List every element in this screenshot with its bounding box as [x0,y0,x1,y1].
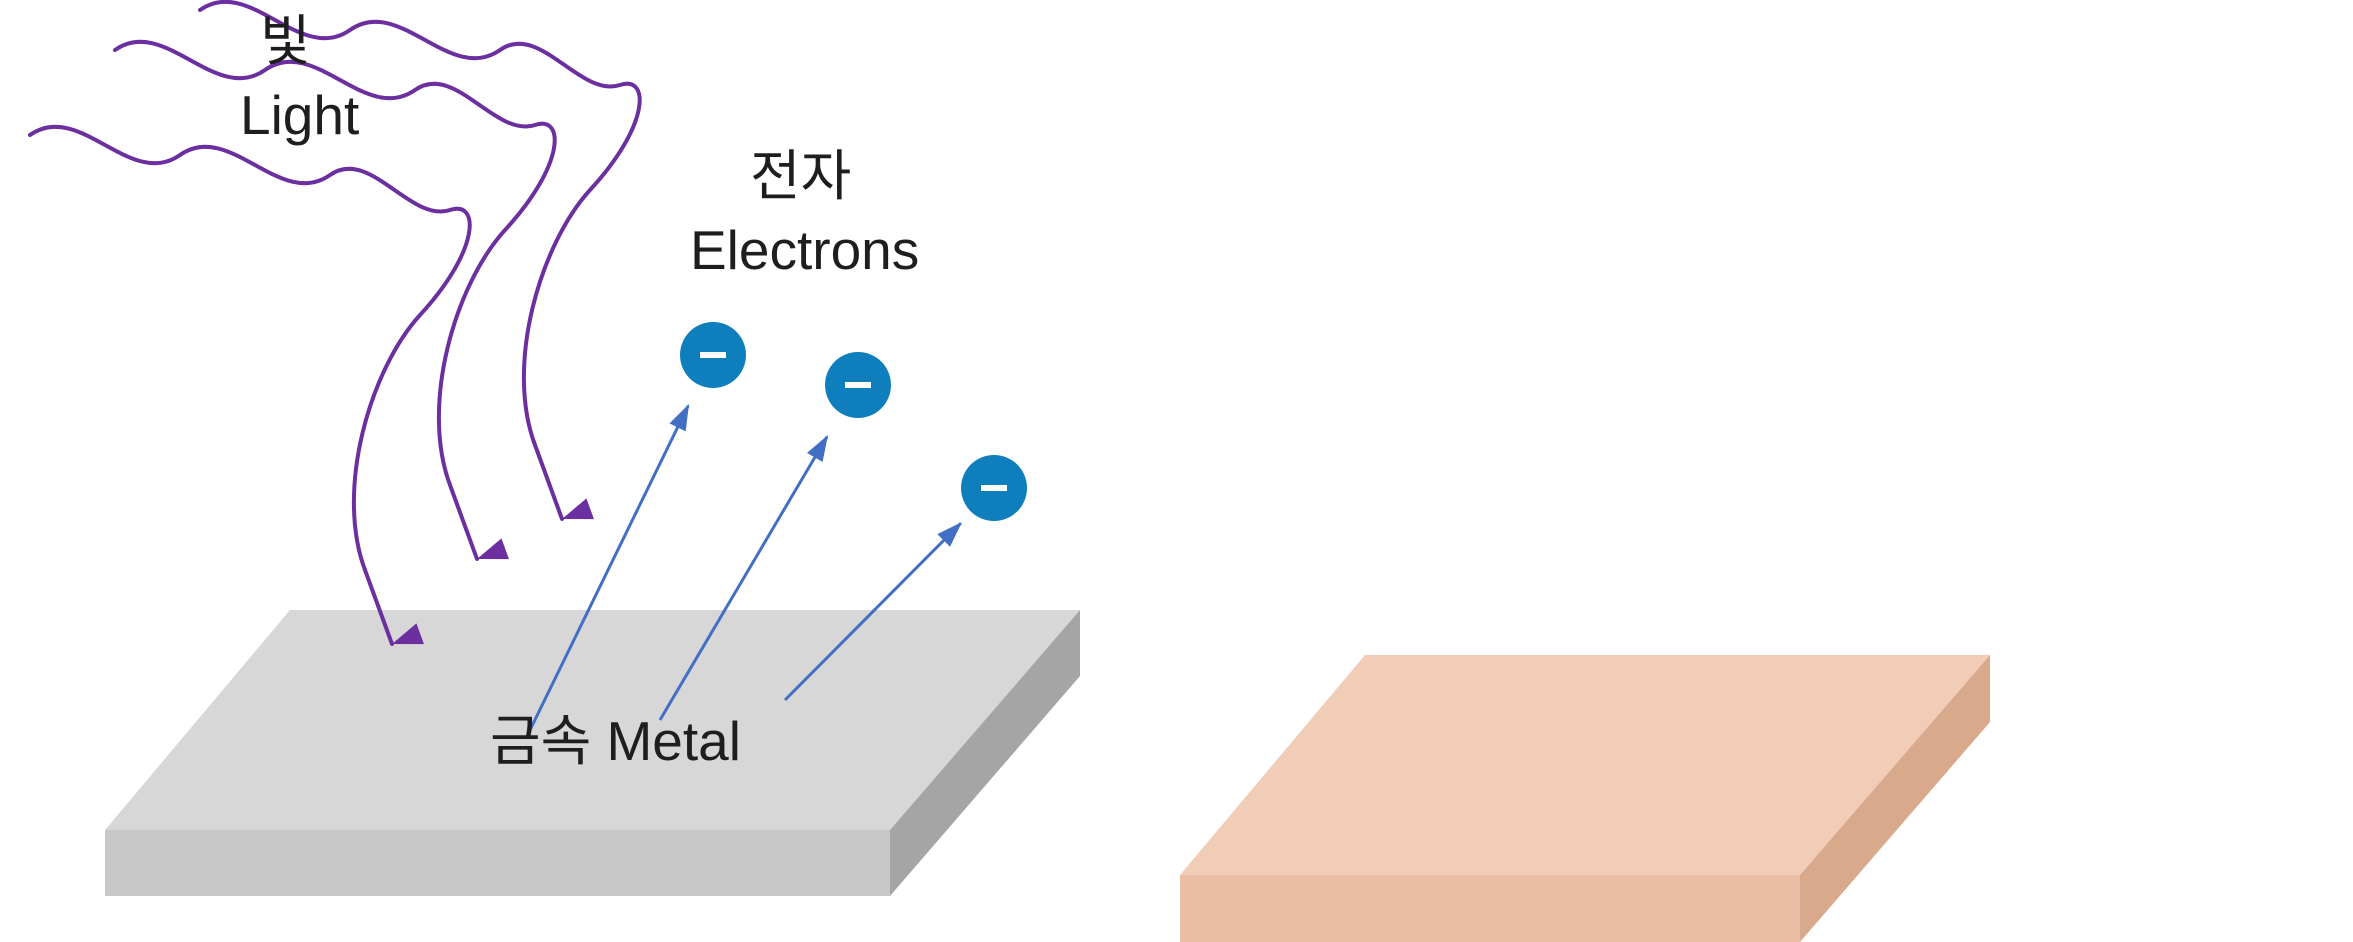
photoelectric-diagram: 빛 Light 전자 Electrons 금속 Metal [0,0,2353,942]
label-light-ko: 빛 [260,10,311,72]
label-electrons-en: Electrons [690,219,919,281]
label-metal: 금속 Metal [490,710,741,772]
label-electrons-ko: 전자 [750,145,851,207]
label-light-en: Light [240,84,359,146]
